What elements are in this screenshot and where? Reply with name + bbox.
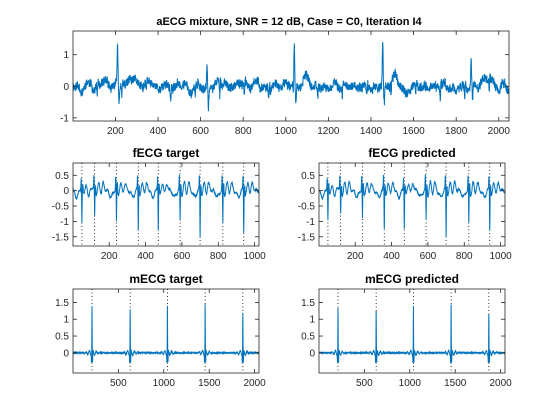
fecg-predicted-y-tick-label: -0.5 [298, 202, 316, 213]
mecg-predicted-y-tick-label: 0.5 [301, 332, 315, 343]
mecg-target-x-tick-label: 1500 [198, 378, 221, 389]
aecg-y-tick-label: -1 [60, 113, 69, 124]
mecg-target-y-tick-label: 1 [63, 315, 69, 326]
mecg-target-axes-box [72, 288, 260, 374]
aecg-mixture-panel: aECG mixture, SNR = 12 dB, Case = C0, It… [60, 16, 510, 137]
fecg-predicted-y-tick-label: 0 [309, 186, 315, 197]
fecg-target-panel: fECG target 200 400 600 800 1000 -1.5 -1 -0.5 0 0… [52, 146, 266, 262]
fecg-target-plot-area: 200 400 600 800 1000 -1.5 -1 -0.5 0 0.5 [52, 162, 267, 262]
fecg-predicted-x-tick-label: 200 [347, 251, 364, 262]
mecg-predicted-x-tick-label: 500 [356, 378, 373, 389]
mecg-target-x-tick-label: 500 [110, 378, 127, 389]
fecg-predicted-y-tick-label: 0.5 [301, 171, 315, 182]
aecg-x-tick-label: 1200 [317, 126, 340, 137]
aecg-x-tick-label: 600 [192, 126, 209, 137]
mecg-target-signal-line [73, 304, 259, 364]
mecg-target-plot-area: 500 1000 1500 2000 0 0.5 1 1.5 [55, 288, 267, 389]
mecg-predicted-y-tick-label: 0 [309, 348, 315, 359]
aecg-x-tick-label: 1000 [275, 126, 298, 137]
fecg-target-y-tick-label: -0.5 [52, 202, 70, 213]
fecg-predicted-x-tick-label: 800 [456, 251, 473, 262]
fecg-predicted-x-tick-label: 1000 [490, 251, 513, 262]
mecg-predicted-y-tick-label: 1.5 [301, 298, 315, 309]
mecg-target-y-tick-label: 1.5 [55, 298, 69, 309]
fecg-target-x-tick-label: 200 [101, 251, 118, 262]
aecg-y-tick-label: 0 [63, 82, 69, 93]
mecg-predicted-x-tick-label: 1500 [444, 378, 467, 389]
mecg-target-x-tick-label: 2000 [244, 378, 267, 389]
mecg-target-panel: mECG target 500 1000 1500 2000 0 0.5 1 1.5 [55, 272, 266, 389]
fecg-target-y-tick-label: 0.5 [55, 171, 69, 182]
mecg-predicted-plot-area: 500 1000 1500 2000 0 0.5 1 1.5 [301, 288, 513, 389]
fecg-predicted-plot-area: 200 400 600 800 1000 -1.5 -1 -0.5 0 0.5 [298, 162, 513, 262]
mecg-target-title: mECG target [129, 272, 202, 286]
aecg-axes-background [73, 31, 509, 121]
fecg-predicted-x-tick-label: 600 [420, 251, 437, 262]
fecg-target-x-tick-label: 1000 [244, 251, 267, 262]
fecg-predicted-x-tick-label: 400 [383, 251, 400, 262]
fecg-target-x-tick-label: 600 [174, 251, 191, 262]
mecg-target-y-tick-label: 0.5 [55, 332, 69, 343]
mecg-target-y-tick-label: 0 [63, 348, 69, 359]
aecg-axes-box [72, 30, 510, 122]
fecg-target-y-tick-label: 0 [63, 186, 69, 197]
fecg-target-y-tick-label: -1.5 [52, 232, 70, 243]
mecg-predicted-signal-line [319, 304, 505, 364]
mecg-predicted-axes-background [319, 289, 505, 373]
aecg-title: aECG mixture, SNR = 12 dB, Case = C0, It… [156, 16, 422, 28]
mecg-target-x-tick-label: 1000 [153, 378, 176, 389]
fecg-predicted-signal-line [319, 174, 505, 238]
aecg-x-tick-label: 2000 [488, 126, 511, 137]
fecg-predicted-title: fECG predicted [368, 146, 455, 160]
fecg-target-y-tick-label: -1 [60, 217, 69, 228]
mecg-predicted-axes-box [318, 288, 506, 374]
aecg-x-tick-label: 800 [235, 126, 252, 137]
aecg-x-tick-label: 1400 [360, 126, 383, 137]
mecg-predicted-panel: mECG predicted 500 1000 1500 2000 0 0.5 1 1.5 [301, 272, 512, 389]
aecg-x-tick-label: 200 [107, 126, 124, 137]
fecg-target-title: fECG target [133, 146, 200, 160]
fecg-target-x-tick-label: 800 [210, 251, 227, 262]
fecg-predicted-axes-box [318, 162, 506, 247]
aecg-signal-line [73, 42, 509, 112]
mecg-target-axes-background [73, 289, 259, 373]
fecg-predicted-panel: fECG predicted 200 400 600 800 1000 -1.5 -1 -0.… [298, 146, 512, 262]
aecg-x-tick-label: 1600 [402, 126, 425, 137]
fecg-predicted-axes-background [319, 163, 505, 246]
aecg-x-tick-label: 400 [150, 126, 167, 137]
mecg-predicted-y-tick-label: 1 [309, 315, 315, 326]
mecg-predicted-title: mECG predicted [365, 272, 459, 286]
aecg-plot-area: 200 400 600 800 1000 1200 1400 1600 1800 2000 -1 0 1 [60, 30, 511, 137]
aecg-y-tick-label: 1 [63, 50, 69, 61]
fecg-predicted-y-tick-label: -1.5 [298, 232, 316, 243]
fecg-target-axes-box [72, 162, 260, 247]
fecg-target-x-tick-label: 400 [137, 251, 154, 262]
aecg-x-tick-label: 1800 [445, 126, 468, 137]
fecg-predicted-y-tick-label: -1 [306, 217, 315, 228]
mecg-predicted-x-tick-label: 1000 [399, 378, 422, 389]
fecg-target-axes-background [73, 163, 259, 246]
mecg-predicted-x-tick-label: 2000 [490, 378, 513, 389]
fecg-target-signal-line [73, 174, 259, 238]
